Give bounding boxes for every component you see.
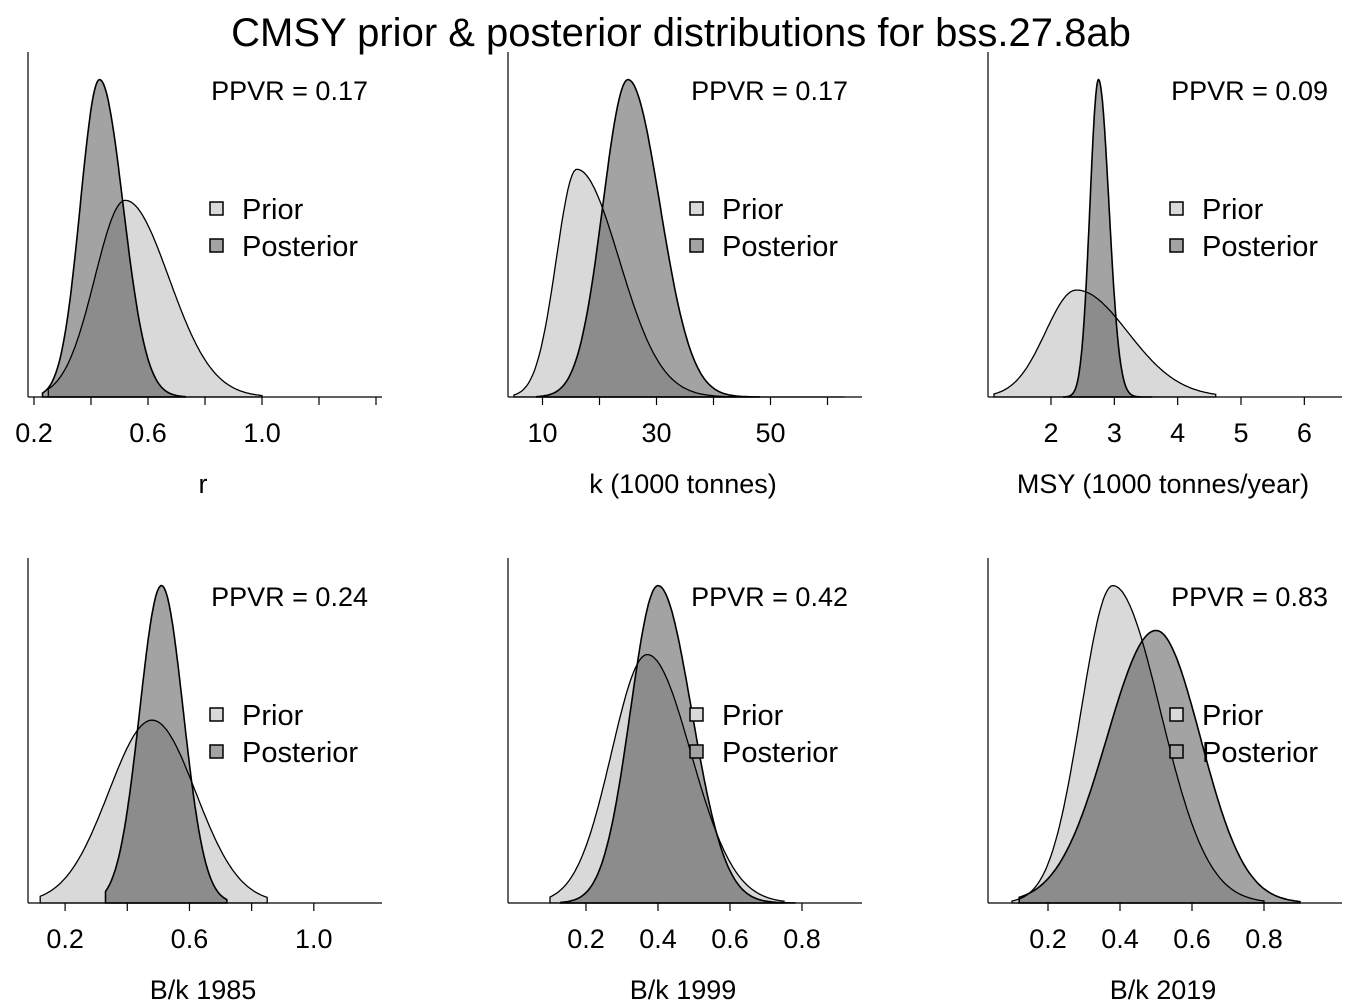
tick-label: 10: [527, 418, 557, 448]
legend-posterior-label: Posterior: [722, 737, 838, 769]
tick-label: 0.6: [711, 924, 749, 954]
legend-posterior-swatch: [1169, 744, 1184, 759]
posterior-outline: [1018, 629, 1301, 904]
tick-label: 1.0: [295, 924, 333, 954]
prior-outline: [39, 719, 268, 904]
legend-posterior-label: Posterior: [722, 231, 838, 263]
posterior-outline: [536, 78, 760, 398]
tick-label: 0.4: [1101, 924, 1139, 954]
legend-posterior-label: Posterior: [242, 737, 358, 769]
legend-posterior-label: Posterior: [1202, 737, 1318, 769]
legend-posterior-swatch: [209, 744, 224, 759]
ppvr-label: PPVR = 0.42: [691, 582, 848, 612]
tick-label: 3: [1107, 418, 1122, 448]
ppvr-label: PPVR = 0.24: [211, 582, 368, 612]
legend-posterior-swatch: [689, 744, 704, 759]
ppvr-label: PPVR = 0.83: [1171, 582, 1328, 612]
panel-4: 0.2 0.6 1.0 B/k 1985 PPVR = 0.24 Prior Posteri…: [27, 558, 382, 1004]
prior-outline: [993, 289, 1217, 398]
tick-label: 0.6: [171, 924, 209, 954]
legend-prior-label: Prior: [1202, 194, 1264, 226]
x-axis-label: MSY (1000 tonnes/year): [1017, 469, 1309, 499]
legend-prior-label: Prior: [242, 194, 304, 226]
prior-outline: [549, 653, 785, 904]
panel-1: 0.2 0.6 1.0 r PPVR = 0.17 Prior Posterior: [15, 52, 382, 499]
legend-prior-label: Prior: [242, 700, 304, 732]
tick-label: 0.2: [15, 418, 53, 448]
tick-label: 5: [1233, 418, 1248, 448]
tick-label: 1.0: [243, 418, 281, 448]
tick-label: 0.2: [567, 924, 605, 954]
legend-prior-label: Prior: [1202, 700, 1264, 732]
x-axis-label: r: [199, 469, 208, 499]
panel-6: 0.2 0.4 0.6 0.8 B/k 2019 PPVR = 0.83 Prior Post…: [987, 558, 1342, 1004]
panel-3: 2 3 4 5 6 MSY (1000 tonnes/year) PPVR = 0.09 Pr…: [987, 52, 1342, 499]
tick-label: 30: [641, 418, 671, 448]
tick-label: 2: [1043, 418, 1058, 448]
prior-outline: [47, 199, 263, 398]
panel-5: 0.2 0.4 0.6 0.8 B/k 1999 PPVR = 0.42 Prior Post…: [507, 558, 862, 1004]
x-axis-label: B/k 1999: [630, 975, 737, 1004]
legend-prior-swatch: [1169, 707, 1184, 722]
legend-posterior-swatch: [689, 238, 704, 253]
tick-label: 50: [755, 418, 785, 448]
posterior-outline: [104, 584, 228, 904]
x-axis-label: B/k 2019: [1110, 975, 1217, 1004]
legend-prior-swatch: [209, 707, 224, 722]
posterior-outline: [560, 584, 796, 904]
x-axis-label: B/k 1985: [150, 975, 257, 1004]
legend-prior-swatch: [209, 201, 224, 216]
legend-posterior-swatch: [1169, 238, 1184, 253]
legend-prior-label: Prior: [722, 194, 784, 226]
tick-label: 0.8: [1245, 924, 1283, 954]
legend-posterior-swatch: [209, 238, 224, 253]
legend-prior-swatch: [1169, 201, 1184, 216]
tick-label: 0.2: [1029, 924, 1067, 954]
tick-label: 0.6: [1173, 924, 1211, 954]
legend-prior-swatch: [689, 707, 704, 722]
legend-posterior-label: Posterior: [1202, 231, 1318, 263]
legend-prior-swatch: [689, 201, 704, 216]
legend-prior-label: Prior: [722, 700, 784, 732]
tick-label: 4: [1170, 418, 1185, 448]
prior-outline: [1011, 584, 1265, 904]
ppvr-label: PPVR = 0.17: [211, 76, 368, 106]
panel-2: 10 30 50 k (1000 tonnes) PPVR = 0.17 Prior Pos…: [507, 52, 862, 499]
tick-label: 0.8: [783, 924, 821, 954]
legend-posterior-label: Posterior: [242, 231, 358, 263]
posterior-outline: [41, 78, 186, 398]
tick-label: 0.6: [129, 418, 167, 448]
ppvr-label: PPVR = 0.09: [1171, 76, 1328, 106]
figure-title: CMSY prior & posterior distributions for…: [231, 11, 1131, 55]
tick-label: 6: [1297, 418, 1312, 448]
ppvr-label: PPVR = 0.17: [691, 76, 848, 106]
x-axis-label: k (1000 tonnes): [589, 469, 777, 499]
tick-label: 0.2: [46, 924, 84, 954]
panels: 0.2 0.6 1.0 r PPVR = 0.17 Prior Posterior 10 30 5…: [15, 52, 1342, 1004]
tick-label: 0.4: [639, 924, 677, 954]
overlap-density: [1063, 290, 1153, 397]
